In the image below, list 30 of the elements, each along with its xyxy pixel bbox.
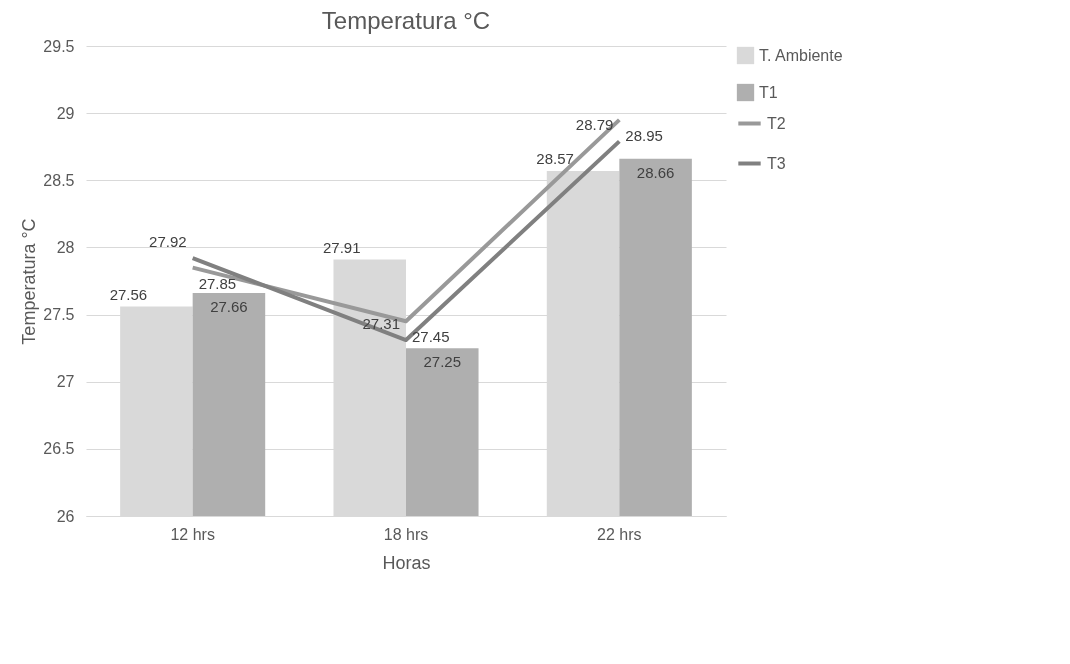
data-label: 27.85 <box>198 274 237 292</box>
data-label: 27.45 <box>412 328 450 346</box>
data-label: 28.57 <box>536 149 574 167</box>
data-label: 28.95 <box>625 126 663 144</box>
chart-title: Temperatura °C <box>321 7 491 34</box>
y-tick-label: 29.5 <box>43 37 75 55</box>
data-label: 27.66 <box>210 298 248 316</box>
data-label: 27.91 <box>322 238 361 256</box>
y-tick-label: 26 <box>56 507 75 525</box>
x-tick-label: 18 hrs <box>383 525 429 543</box>
y-tick-label: 29 <box>56 104 75 122</box>
data-label: 28.66 <box>636 163 675 181</box>
data-label: 27.31 <box>362 315 400 333</box>
x-axis-title: Horas <box>382 552 431 573</box>
data-label: 27.92 <box>149 233 187 251</box>
x-tick-label: 22 hrs <box>597 525 642 543</box>
y-tick-label: 26.5 <box>43 440 75 458</box>
y-tick-label: 28.5 <box>43 171 75 189</box>
data-label: 27.25 <box>423 353 462 371</box>
legend-label: T3 <box>767 154 786 172</box>
y-tick-label: 28 <box>56 238 75 256</box>
y-axis-title: Temperatura °C <box>19 218 40 345</box>
y-tick-label: 27.5 <box>43 306 75 324</box>
legend-label: T. Ambiente <box>759 46 843 64</box>
data-label: 28.79 <box>575 116 614 134</box>
y-tick-label: 27 <box>56 373 75 391</box>
legend-label: T1 <box>759 83 778 101</box>
data-label: 27.56 <box>109 285 148 303</box>
x-tick-label: 12 hrs <box>170 525 215 543</box>
legend-label: T2 <box>767 114 786 132</box>
